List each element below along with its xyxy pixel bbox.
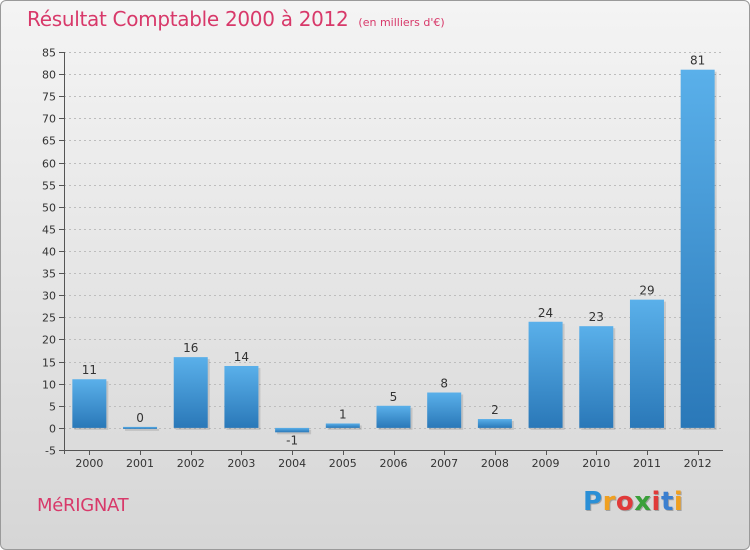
bar-value-label: 81 bbox=[690, 54, 705, 68]
x-tick-label: 2002 bbox=[177, 457, 205, 470]
logo-letter: o bbox=[615, 487, 635, 517]
bar bbox=[325, 423, 360, 428]
logo-letter: x bbox=[634, 487, 652, 517]
bar-value-label: -1 bbox=[286, 433, 298, 447]
y-tick-label: 35 bbox=[42, 268, 56, 281]
x-tick-label: 2007 bbox=[430, 457, 458, 470]
logo-letter: i bbox=[673, 487, 684, 517]
y-tick-label: 20 bbox=[42, 334, 56, 347]
y-tick-label: 10 bbox=[42, 379, 56, 392]
bar bbox=[528, 321, 563, 428]
bar-value-label: 8 bbox=[440, 377, 448, 391]
bar bbox=[123, 426, 158, 429]
logo-letter: r bbox=[602, 487, 616, 517]
bar bbox=[224, 365, 259, 428]
bar bbox=[275, 427, 310, 433]
x-tick-label: 2008 bbox=[481, 457, 509, 470]
x-tick-label: 2004 bbox=[278, 457, 306, 470]
chart-title: Résultat Comptable 2000 à 2012 (en millie… bbox=[27, 7, 445, 31]
bar bbox=[173, 357, 208, 428]
y-tick-label: 30 bbox=[42, 290, 56, 303]
bar-value-label: 16 bbox=[183, 341, 198, 355]
y-tick-label: 5 bbox=[49, 401, 56, 414]
y-tick-label: 85 bbox=[42, 47, 56, 60]
y-tick-label: -5 bbox=[45, 445, 56, 458]
x-tick-label: 2001 bbox=[126, 457, 154, 470]
y-tick-label: 55 bbox=[42, 180, 56, 193]
x-tick-label: 2012 bbox=[684, 457, 712, 470]
logo-letter: i bbox=[651, 487, 661, 517]
bar-shadow bbox=[125, 428, 160, 431]
y-tick-label: 60 bbox=[42, 158, 56, 171]
bar-value-label: 23 bbox=[589, 310, 604, 324]
bar-value-label: 11 bbox=[82, 363, 97, 377]
bar bbox=[376, 405, 411, 428]
y-tick-label: 40 bbox=[42, 246, 56, 259]
bar bbox=[72, 379, 107, 428]
y-tick-label: 75 bbox=[42, 91, 56, 104]
y-tick-label: 70 bbox=[42, 113, 56, 126]
chart-subtitle: (en milliers d'€) bbox=[358, 16, 445, 29]
y-tick-label: 50 bbox=[42, 202, 56, 215]
x-tick-label: 2011 bbox=[633, 457, 661, 470]
bar-value-label: 24 bbox=[538, 306, 553, 320]
logo-letter: t bbox=[660, 487, 674, 517]
bar-value-label: 2 bbox=[491, 403, 499, 417]
bar bbox=[477, 419, 512, 428]
logo-letter: P bbox=[583, 487, 603, 517]
city-name: MéRIGNAT bbox=[37, 495, 129, 516]
y-tick-label: 25 bbox=[42, 312, 56, 325]
x-tick-label: 2000 bbox=[75, 457, 103, 470]
bar-value-label: 14 bbox=[234, 350, 249, 364]
bar-value-label: 29 bbox=[639, 284, 654, 298]
bar-value-label: 5 bbox=[390, 390, 398, 404]
y-tick-label: 0 bbox=[49, 423, 56, 436]
x-tick-label: 2006 bbox=[380, 457, 408, 470]
y-tick-label: 65 bbox=[42, 135, 56, 148]
y-tick-label: 45 bbox=[42, 224, 56, 237]
bar bbox=[427, 392, 462, 428]
proxiti-logo: Proxiti bbox=[583, 487, 683, 517]
bar bbox=[629, 299, 664, 428]
x-tick-label: 2010 bbox=[582, 457, 610, 470]
x-tick-label: 2009 bbox=[532, 457, 560, 470]
bar bbox=[680, 69, 715, 428]
bar-value-label: 0 bbox=[136, 411, 144, 425]
y-tick-label: 15 bbox=[42, 357, 56, 370]
y-tick-label: 80 bbox=[42, 69, 56, 82]
bar-value-label: 1 bbox=[339, 407, 347, 421]
bar bbox=[579, 326, 614, 428]
x-tick-label: 2003 bbox=[227, 457, 255, 470]
chart-title-text: Résultat Comptable 2000 à 2012 bbox=[27, 7, 349, 31]
x-tick-label: 2005 bbox=[329, 457, 357, 470]
